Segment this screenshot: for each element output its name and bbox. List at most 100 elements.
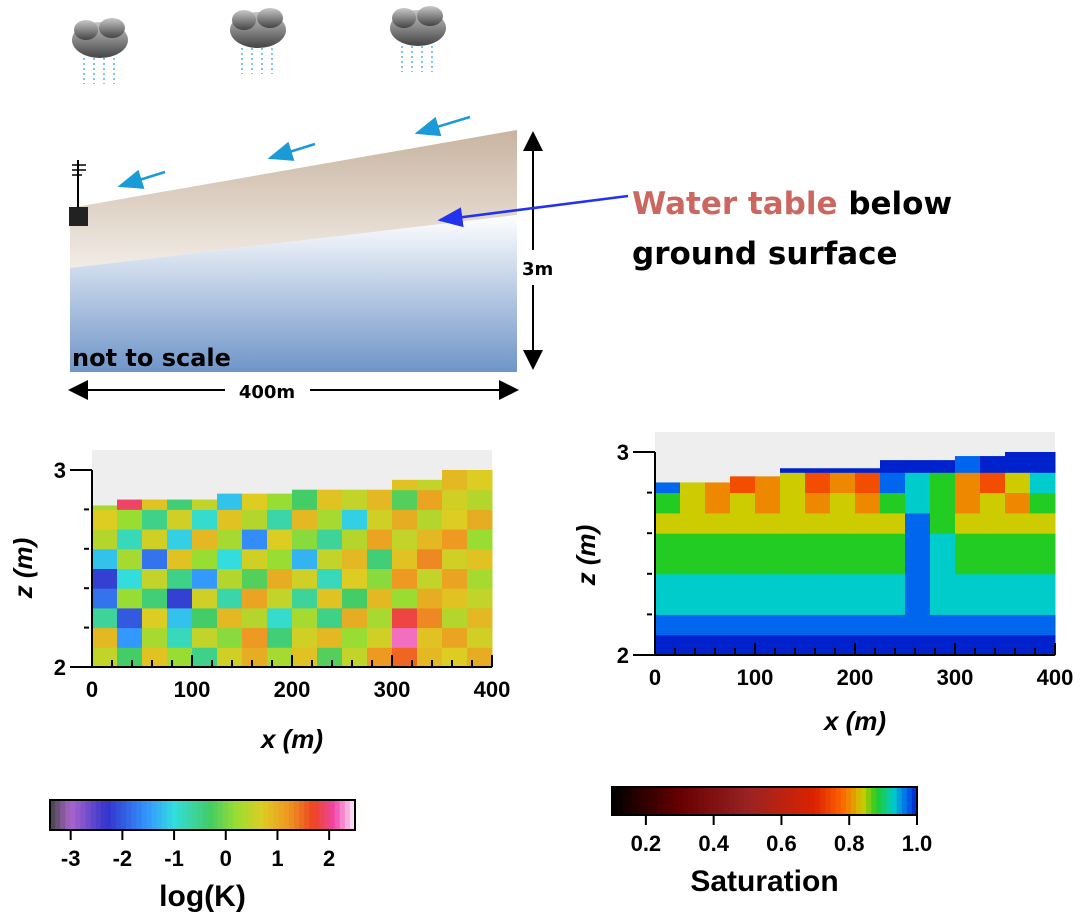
cell bbox=[980, 493, 1006, 514]
cell bbox=[267, 647, 293, 667]
cell bbox=[655, 493, 681, 514]
cell bbox=[392, 549, 418, 569]
cell bbox=[805, 513, 831, 534]
cell bbox=[392, 480, 418, 490]
cell bbox=[780, 594, 806, 615]
colorbar-swatch bbox=[688, 787, 694, 815]
cell bbox=[730, 574, 756, 595]
cell bbox=[680, 614, 706, 635]
cell bbox=[92, 509, 118, 529]
cell bbox=[417, 509, 443, 529]
colorbar-swatch bbox=[902, 787, 908, 815]
y-tick-label: 2 bbox=[54, 655, 66, 680]
colorbar-swatch bbox=[790, 787, 796, 815]
cell bbox=[1030, 472, 1056, 493]
x-tick-label: 0 bbox=[86, 677, 98, 702]
cell bbox=[92, 628, 118, 648]
cell bbox=[292, 490, 318, 510]
cell bbox=[755, 493, 781, 514]
cell bbox=[880, 614, 906, 635]
cell bbox=[242, 509, 268, 529]
cell bbox=[1030, 614, 1056, 635]
cell bbox=[167, 509, 193, 529]
cell bbox=[930, 635, 956, 656]
cell bbox=[705, 482, 731, 493]
colorbar-swatch bbox=[208, 800, 214, 830]
cell bbox=[417, 569, 443, 589]
cell bbox=[680, 513, 706, 534]
colorbar-swatch bbox=[162, 800, 168, 830]
colorbar-swatch bbox=[223, 800, 229, 830]
cell bbox=[680, 554, 706, 575]
cell bbox=[680, 635, 706, 656]
cell bbox=[267, 494, 293, 510]
colorbar-swatch bbox=[340, 800, 346, 830]
cell bbox=[417, 588, 443, 608]
cell bbox=[142, 588, 168, 608]
cell bbox=[192, 647, 218, 667]
cell bbox=[905, 493, 931, 514]
cell bbox=[830, 574, 856, 595]
colorbar-swatch bbox=[284, 800, 290, 830]
cell bbox=[655, 635, 681, 656]
colorbar-swatch bbox=[96, 800, 102, 830]
cell bbox=[655, 614, 681, 635]
colorbar-swatch bbox=[335, 800, 341, 830]
cell bbox=[855, 468, 881, 473]
cell bbox=[167, 647, 193, 667]
cell bbox=[267, 628, 293, 648]
colorbar-swatch bbox=[673, 787, 679, 815]
cell bbox=[467, 470, 493, 490]
cell bbox=[930, 554, 956, 575]
cell bbox=[930, 493, 956, 514]
cell bbox=[217, 529, 243, 549]
cell bbox=[167, 500, 193, 510]
cell bbox=[755, 574, 781, 595]
y-tick-label: 3 bbox=[54, 458, 66, 483]
cell bbox=[680, 574, 706, 595]
colorbar-swatch bbox=[136, 800, 142, 830]
cell bbox=[930, 614, 956, 635]
cell bbox=[92, 505, 118, 509]
cell bbox=[442, 549, 468, 569]
cell bbox=[955, 614, 981, 635]
cell bbox=[117, 529, 143, 549]
colorbar-swatch bbox=[658, 787, 664, 815]
cell bbox=[930, 594, 956, 615]
cell bbox=[830, 513, 856, 534]
cell bbox=[267, 529, 293, 549]
colorbar-tick-label: -3 bbox=[61, 846, 81, 871]
cell bbox=[442, 628, 468, 648]
colorbar-swatch bbox=[648, 787, 654, 815]
cell bbox=[317, 509, 343, 529]
colorbar-tick-label: 0.6 bbox=[766, 831, 797, 856]
cell bbox=[117, 569, 143, 589]
colorbar-swatch bbox=[279, 800, 285, 830]
colorbar-swatch bbox=[167, 800, 173, 830]
cell bbox=[267, 549, 293, 569]
cell bbox=[92, 569, 118, 589]
cell bbox=[367, 509, 393, 529]
colorbar-swatch bbox=[729, 787, 735, 815]
cell bbox=[1030, 493, 1056, 514]
cell bbox=[1030, 554, 1056, 575]
cell bbox=[467, 588, 493, 608]
cell bbox=[705, 614, 731, 635]
colorbar-tick-label: 1 bbox=[271, 846, 283, 871]
colorbar-swatch bbox=[243, 800, 249, 830]
colorbar-swatch bbox=[851, 787, 857, 815]
cell bbox=[880, 533, 906, 554]
cell bbox=[905, 574, 931, 595]
colorbar-swatch bbox=[881, 787, 887, 815]
x-tick-label: 0 bbox=[649, 665, 661, 690]
cell bbox=[392, 509, 418, 529]
cell bbox=[830, 554, 856, 575]
colorbar-swatch bbox=[841, 787, 847, 815]
cell bbox=[242, 569, 268, 589]
x-tick-label: 400 bbox=[1037, 665, 1074, 690]
colorbar-swatch bbox=[187, 800, 193, 830]
cell bbox=[705, 635, 731, 656]
cell bbox=[167, 588, 193, 608]
cell bbox=[780, 574, 806, 595]
cell bbox=[217, 647, 243, 667]
